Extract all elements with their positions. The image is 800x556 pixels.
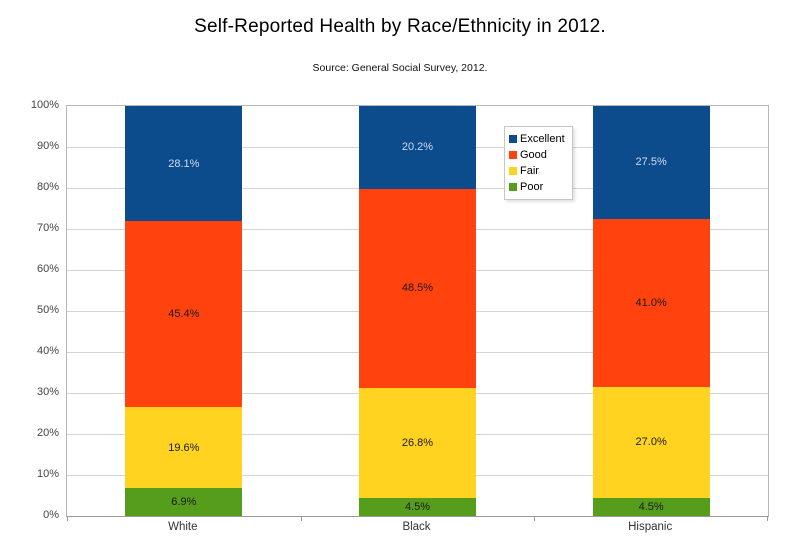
legend-item: Fair	[509, 163, 565, 179]
x-axis-tick	[534, 517, 536, 521]
y-axis-tick-label: 100%	[30, 99, 59, 111]
y-axis-tick-label: 0%	[43, 509, 59, 521]
legend-swatch	[509, 183, 517, 191]
y-axis-tick-label: 90%	[36, 140, 59, 152]
bar-value-label: 48.5%	[401, 282, 434, 295]
legend-label: Poor	[520, 181, 544, 193]
bar-segment: 19.6%	[125, 407, 243, 488]
x-axis-tick	[67, 517, 68, 521]
bar-segment: 6.9%	[125, 487, 243, 516]
bar-category: 4.5% 27.0% 41.0% 27.5%	[534, 106, 768, 516]
y-axis-tick-label: 10%	[36, 468, 59, 480]
y-axis-tick-label: 40%	[36, 345, 59, 357]
y-axis-tick-label: 20%	[36, 427, 59, 439]
legend-item: Excellent	[509, 131, 565, 147]
bar-value-label: 27.5%	[635, 156, 667, 169]
legend: Excellent Good Fair Poor	[504, 126, 573, 200]
legend-label: Excellent	[520, 133, 565, 145]
x-axis-tick	[767, 517, 768, 521]
bar-segment: 41.0%	[592, 218, 710, 387]
y-axis-labels: 0% 10% 20% 30% 40% 50% 60% 70% 80% 90% 100%	[0, 99, 59, 521]
bar-segment: 48.5%	[359, 188, 476, 388]
legend-swatch	[509, 135, 517, 143]
x-axis-category-label: Black	[402, 521, 431, 533]
bar-segment: 26.8%	[359, 387, 476, 498]
bar-value-label: 45.4%	[168, 308, 200, 321]
stacked-bar: 4.5% 27.0% 41.0% 27.5%	[592, 106, 710, 516]
x-axis-category-label: White	[168, 521, 198, 533]
bar-segment: 20.2%	[359, 106, 476, 189]
y-axis-tick-label: 80%	[36, 181, 59, 193]
bar-segment: 27.0%	[592, 386, 710, 498]
bar-value-label: 19.6%	[168, 441, 200, 454]
legend-item: Good	[509, 147, 565, 163]
bar-value-label: 27.0%	[635, 436, 667, 449]
bar-category: 4.5% 26.8% 48.5% 20.2%	[301, 106, 535, 516]
chart-subtitle: Source: General Social Survey, 2012.	[312, 62, 488, 74]
bar-segment: 45.4%	[125, 221, 243, 408]
bar-segment: 4.5%	[592, 497, 710, 516]
bar-segment: 27.5%	[592, 106, 710, 219]
y-axis-tick-label: 70%	[36, 222, 59, 234]
y-axis-tick-label: 60%	[36, 263, 59, 275]
y-axis-tick-label: 30%	[36, 386, 59, 398]
plot-area: 6.9% 19.6% 45.4% 28.1% 4.5% 26.8% 48.5% 20.2% 4.…	[66, 105, 769, 521]
x-axis-tick	[300, 517, 302, 521]
x-axis-category-label: Hispanic	[628, 521, 673, 533]
chart-title: Self-Reported Health by Race/Ethnicity i…	[194, 16, 606, 37]
bar-value-label: 4.5%	[404, 500, 431, 513]
legend-label: Good	[520, 149, 547, 161]
stacked-bar: 4.5% 26.8% 48.5% 20.2%	[359, 106, 476, 516]
bar-value-label: 20.2%	[401, 141, 434, 154]
legend-swatch	[509, 167, 517, 175]
bar-value-label: 6.9%	[171, 495, 197, 508]
stacked-bar: 6.9% 19.6% 45.4% 28.1%	[125, 106, 243, 516]
bar-value-label: 41.0%	[635, 296, 667, 309]
y-axis-tick-label: 50%	[36, 304, 59, 316]
bar-category: 6.9% 19.6% 45.4% 28.1%	[67, 106, 301, 516]
legend-label: Fair	[520, 165, 539, 177]
bar-segment: 28.1%	[125, 106, 243, 222]
legend-item: Poor	[509, 179, 565, 195]
legend-swatch	[509, 151, 517, 159]
bar-value-label: 4.5%	[638, 500, 664, 513]
x-axis-labels: White Black Hispanic	[66, 521, 767, 541]
bar-value-label: 28.1%	[168, 157, 200, 170]
bar-segment: 4.5%	[359, 497, 476, 516]
bar-value-label: 26.8%	[401, 436, 434, 449]
